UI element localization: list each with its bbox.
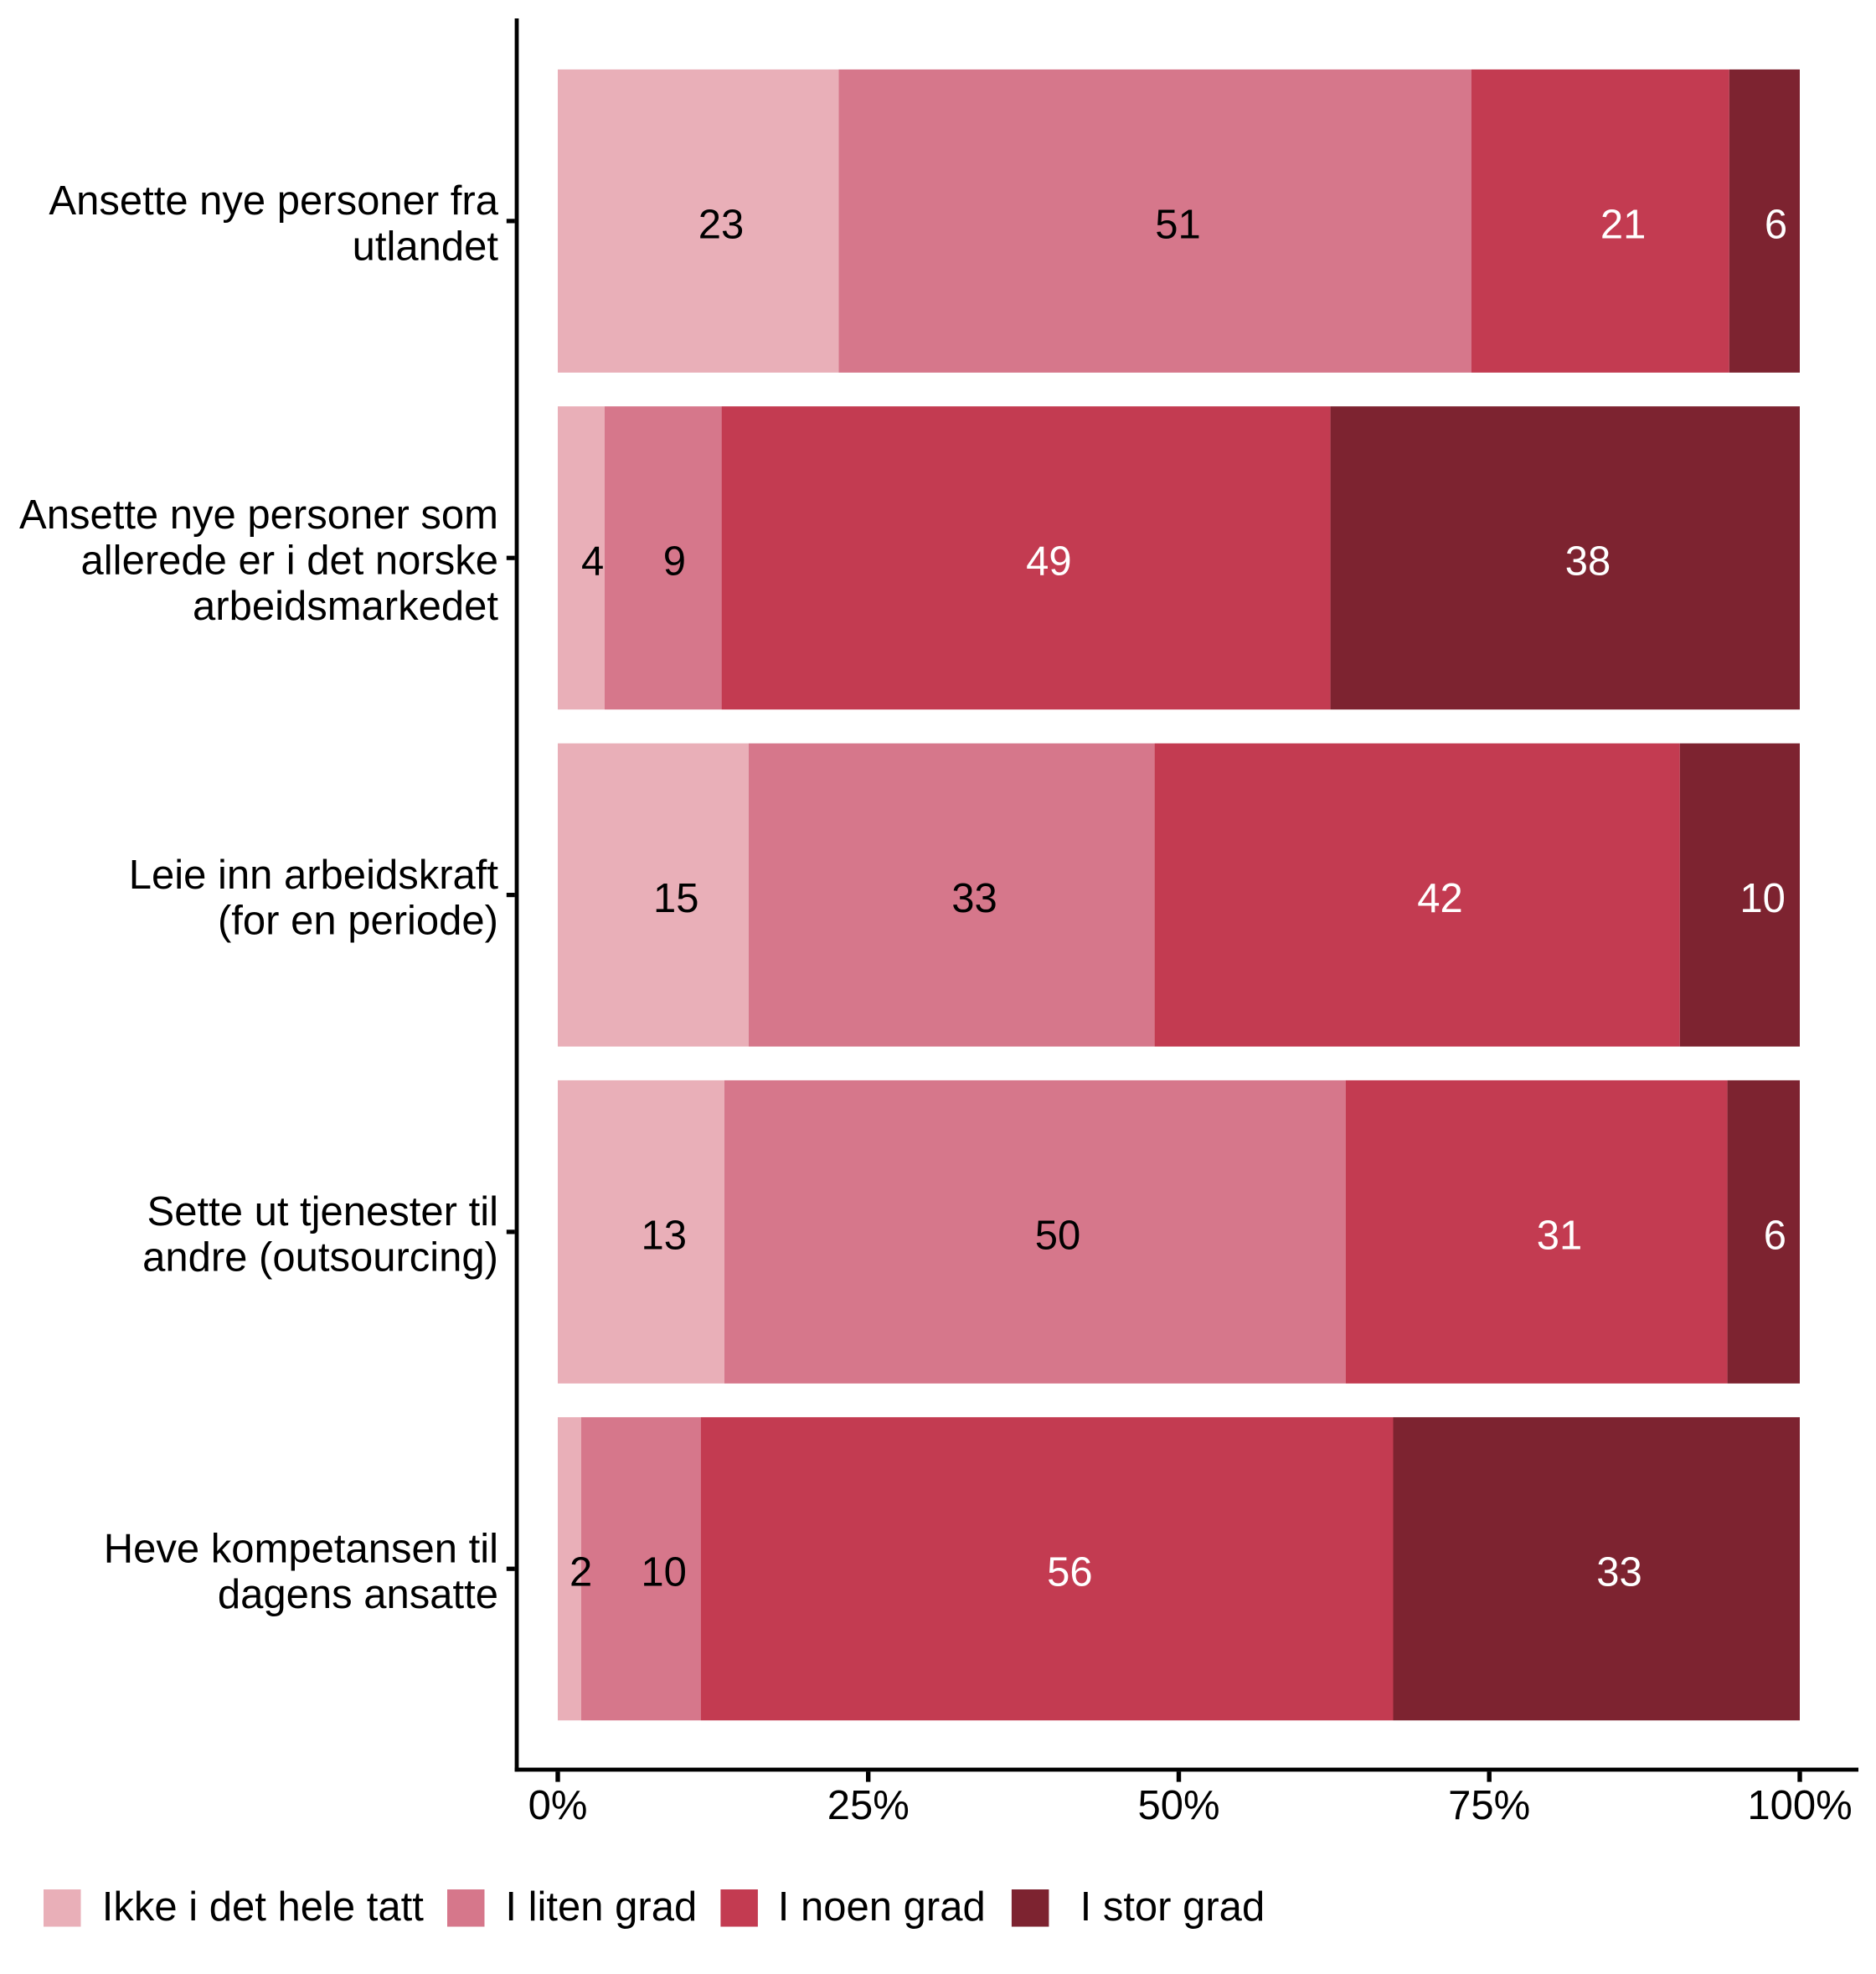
svg-text:6: 6 (1764, 1213, 1786, 1258)
svg-text:andre (outsourcing): andre (outsourcing) (142, 1235, 498, 1281)
svg-text:42: 42 (1417, 876, 1463, 921)
svg-text:49: 49 (1026, 539, 1072, 585)
svg-text:100%: 100% (1747, 1783, 1852, 1828)
svg-text:75%: 75% (1448, 1783, 1530, 1828)
svg-text:I liten grad: I liten grad (505, 1884, 697, 1930)
svg-text:Ansette nye personer fra: Ansette nye personer fra (49, 178, 498, 224)
svg-text:4: 4 (581, 539, 604, 585)
svg-text:23: 23 (698, 202, 745, 247)
svg-text:(for en periode): (for en periode) (218, 898, 498, 943)
svg-text:6: 6 (1765, 202, 1787, 247)
svg-text:21: 21 (1600, 202, 1647, 247)
svg-text:50: 50 (1035, 1213, 1081, 1258)
svg-text:25%: 25% (827, 1783, 910, 1828)
svg-text:51: 51 (1155, 202, 1201, 247)
svg-text:50%: 50% (1137, 1783, 1219, 1828)
svg-text:I noen grad: I noen grad (778, 1884, 986, 1930)
svg-text:38: 38 (1565, 539, 1611, 585)
svg-text:arbeidsmarkedet: arbeidsmarkedet (193, 584, 498, 629)
svg-text:13: 13 (642, 1213, 688, 1258)
svg-text:Heve kompetansen til: Heve kompetansen til (104, 1527, 498, 1572)
svg-text:2: 2 (570, 1550, 592, 1595)
svg-text:33: 33 (951, 876, 997, 921)
svg-text:Ansette nye personer som: Ansette nye personer som (19, 492, 498, 538)
svg-text:Ikke i det hele tatt: Ikke i det hele tatt (102, 1884, 424, 1930)
svg-text:15: 15 (653, 876, 699, 921)
svg-text:Leie inn arbeidskraft: Leie inn arbeidskraft (129, 853, 499, 898)
svg-text:9: 9 (663, 539, 686, 585)
svg-text:I stor grad: I stor grad (1080, 1884, 1265, 1930)
svg-text:10: 10 (641, 1550, 687, 1595)
svg-text:Sette ut tjenester til: Sette ut tjenester til (147, 1189, 498, 1234)
svg-text:31: 31 (1537, 1213, 1583, 1258)
svg-text:10: 10 (1739, 876, 1786, 921)
svg-text:allerede er i det norske: allerede er i det norske (81, 539, 498, 584)
svg-text:56: 56 (1047, 1550, 1093, 1595)
svg-text:utlandet: utlandet (353, 224, 499, 270)
svg-text:33: 33 (1596, 1550, 1642, 1595)
svg-text:dagens ansatte: dagens ansatte (218, 1572, 498, 1617)
svg-text:0%: 0% (528, 1783, 588, 1828)
